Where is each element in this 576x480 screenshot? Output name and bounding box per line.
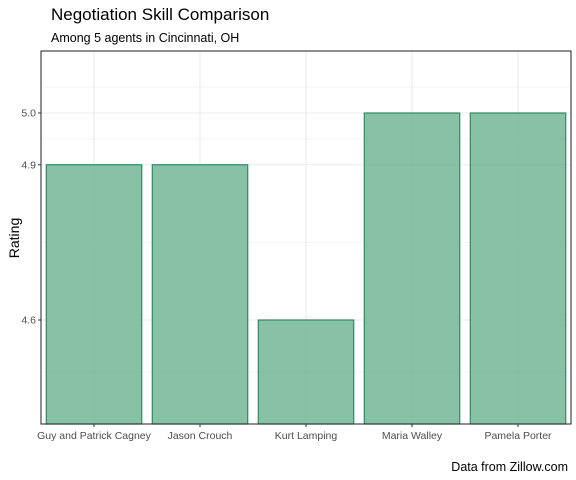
x-tick-label: Pamela Porter bbox=[484, 430, 552, 442]
bar bbox=[469, 112, 567, 425]
chart-caption: Data from Zillow.com bbox=[451, 460, 568, 474]
y-tick-label: 4.9 bbox=[21, 159, 36, 171]
x-tick-label: Jason Crouch bbox=[168, 430, 233, 442]
y-tick-label: 5.0 bbox=[21, 108, 36, 120]
x-tick-label: Maria Walley bbox=[382, 430, 443, 442]
x-tick-label: Guy and Patrick Cagney bbox=[37, 430, 152, 442]
x-tick-label: Kurt Lamping bbox=[275, 430, 338, 442]
x-axis: Guy and Patrick Cagney Jason Crouch Kurt L… bbox=[37, 424, 552, 442]
bar bbox=[257, 319, 355, 425]
chart-title: Negotiation Skill Comparison bbox=[51, 5, 270, 24]
bar bbox=[45, 164, 143, 425]
y-tick-label: 4.6 bbox=[21, 315, 36, 327]
bar bbox=[363, 112, 461, 425]
bars bbox=[45, 112, 567, 425]
bar bbox=[151, 164, 249, 425]
y-axis: 4.6 4.9 5.0 bbox=[21, 108, 41, 327]
chart-subtitle: Among 5 agents in Cincinnati, OH bbox=[51, 31, 240, 45]
